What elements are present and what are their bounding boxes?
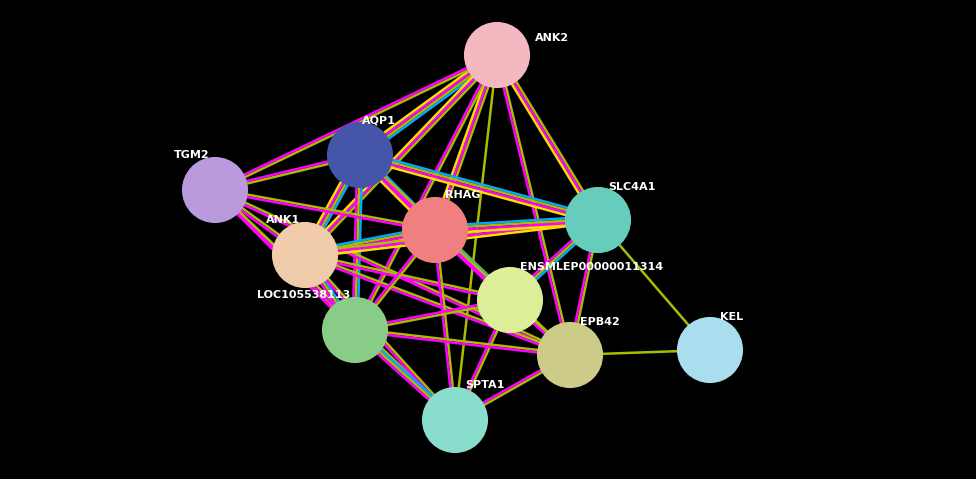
Circle shape bbox=[273, 223, 337, 287]
Text: KEL: KEL bbox=[720, 312, 743, 322]
Text: ANK2: ANK2 bbox=[535, 33, 569, 43]
Circle shape bbox=[566, 188, 630, 252]
Circle shape bbox=[423, 388, 487, 452]
Text: SLC4A1: SLC4A1 bbox=[608, 182, 655, 192]
Circle shape bbox=[403, 198, 467, 262]
Circle shape bbox=[328, 123, 392, 187]
Text: EPB42: EPB42 bbox=[580, 317, 620, 327]
Text: ENSMLEP00000011314: ENSMLEP00000011314 bbox=[520, 262, 663, 272]
Circle shape bbox=[323, 298, 387, 362]
Circle shape bbox=[478, 268, 542, 332]
Text: TGM2: TGM2 bbox=[175, 150, 210, 160]
Text: ANK1: ANK1 bbox=[265, 215, 300, 225]
Text: SPTA1: SPTA1 bbox=[465, 380, 505, 390]
Text: RHAG: RHAG bbox=[445, 190, 480, 200]
Circle shape bbox=[465, 23, 529, 87]
Circle shape bbox=[183, 158, 247, 222]
Text: LOC105538113: LOC105538113 bbox=[257, 290, 350, 300]
Text: AQP1: AQP1 bbox=[362, 115, 396, 125]
Circle shape bbox=[678, 318, 742, 382]
Circle shape bbox=[538, 323, 602, 387]
